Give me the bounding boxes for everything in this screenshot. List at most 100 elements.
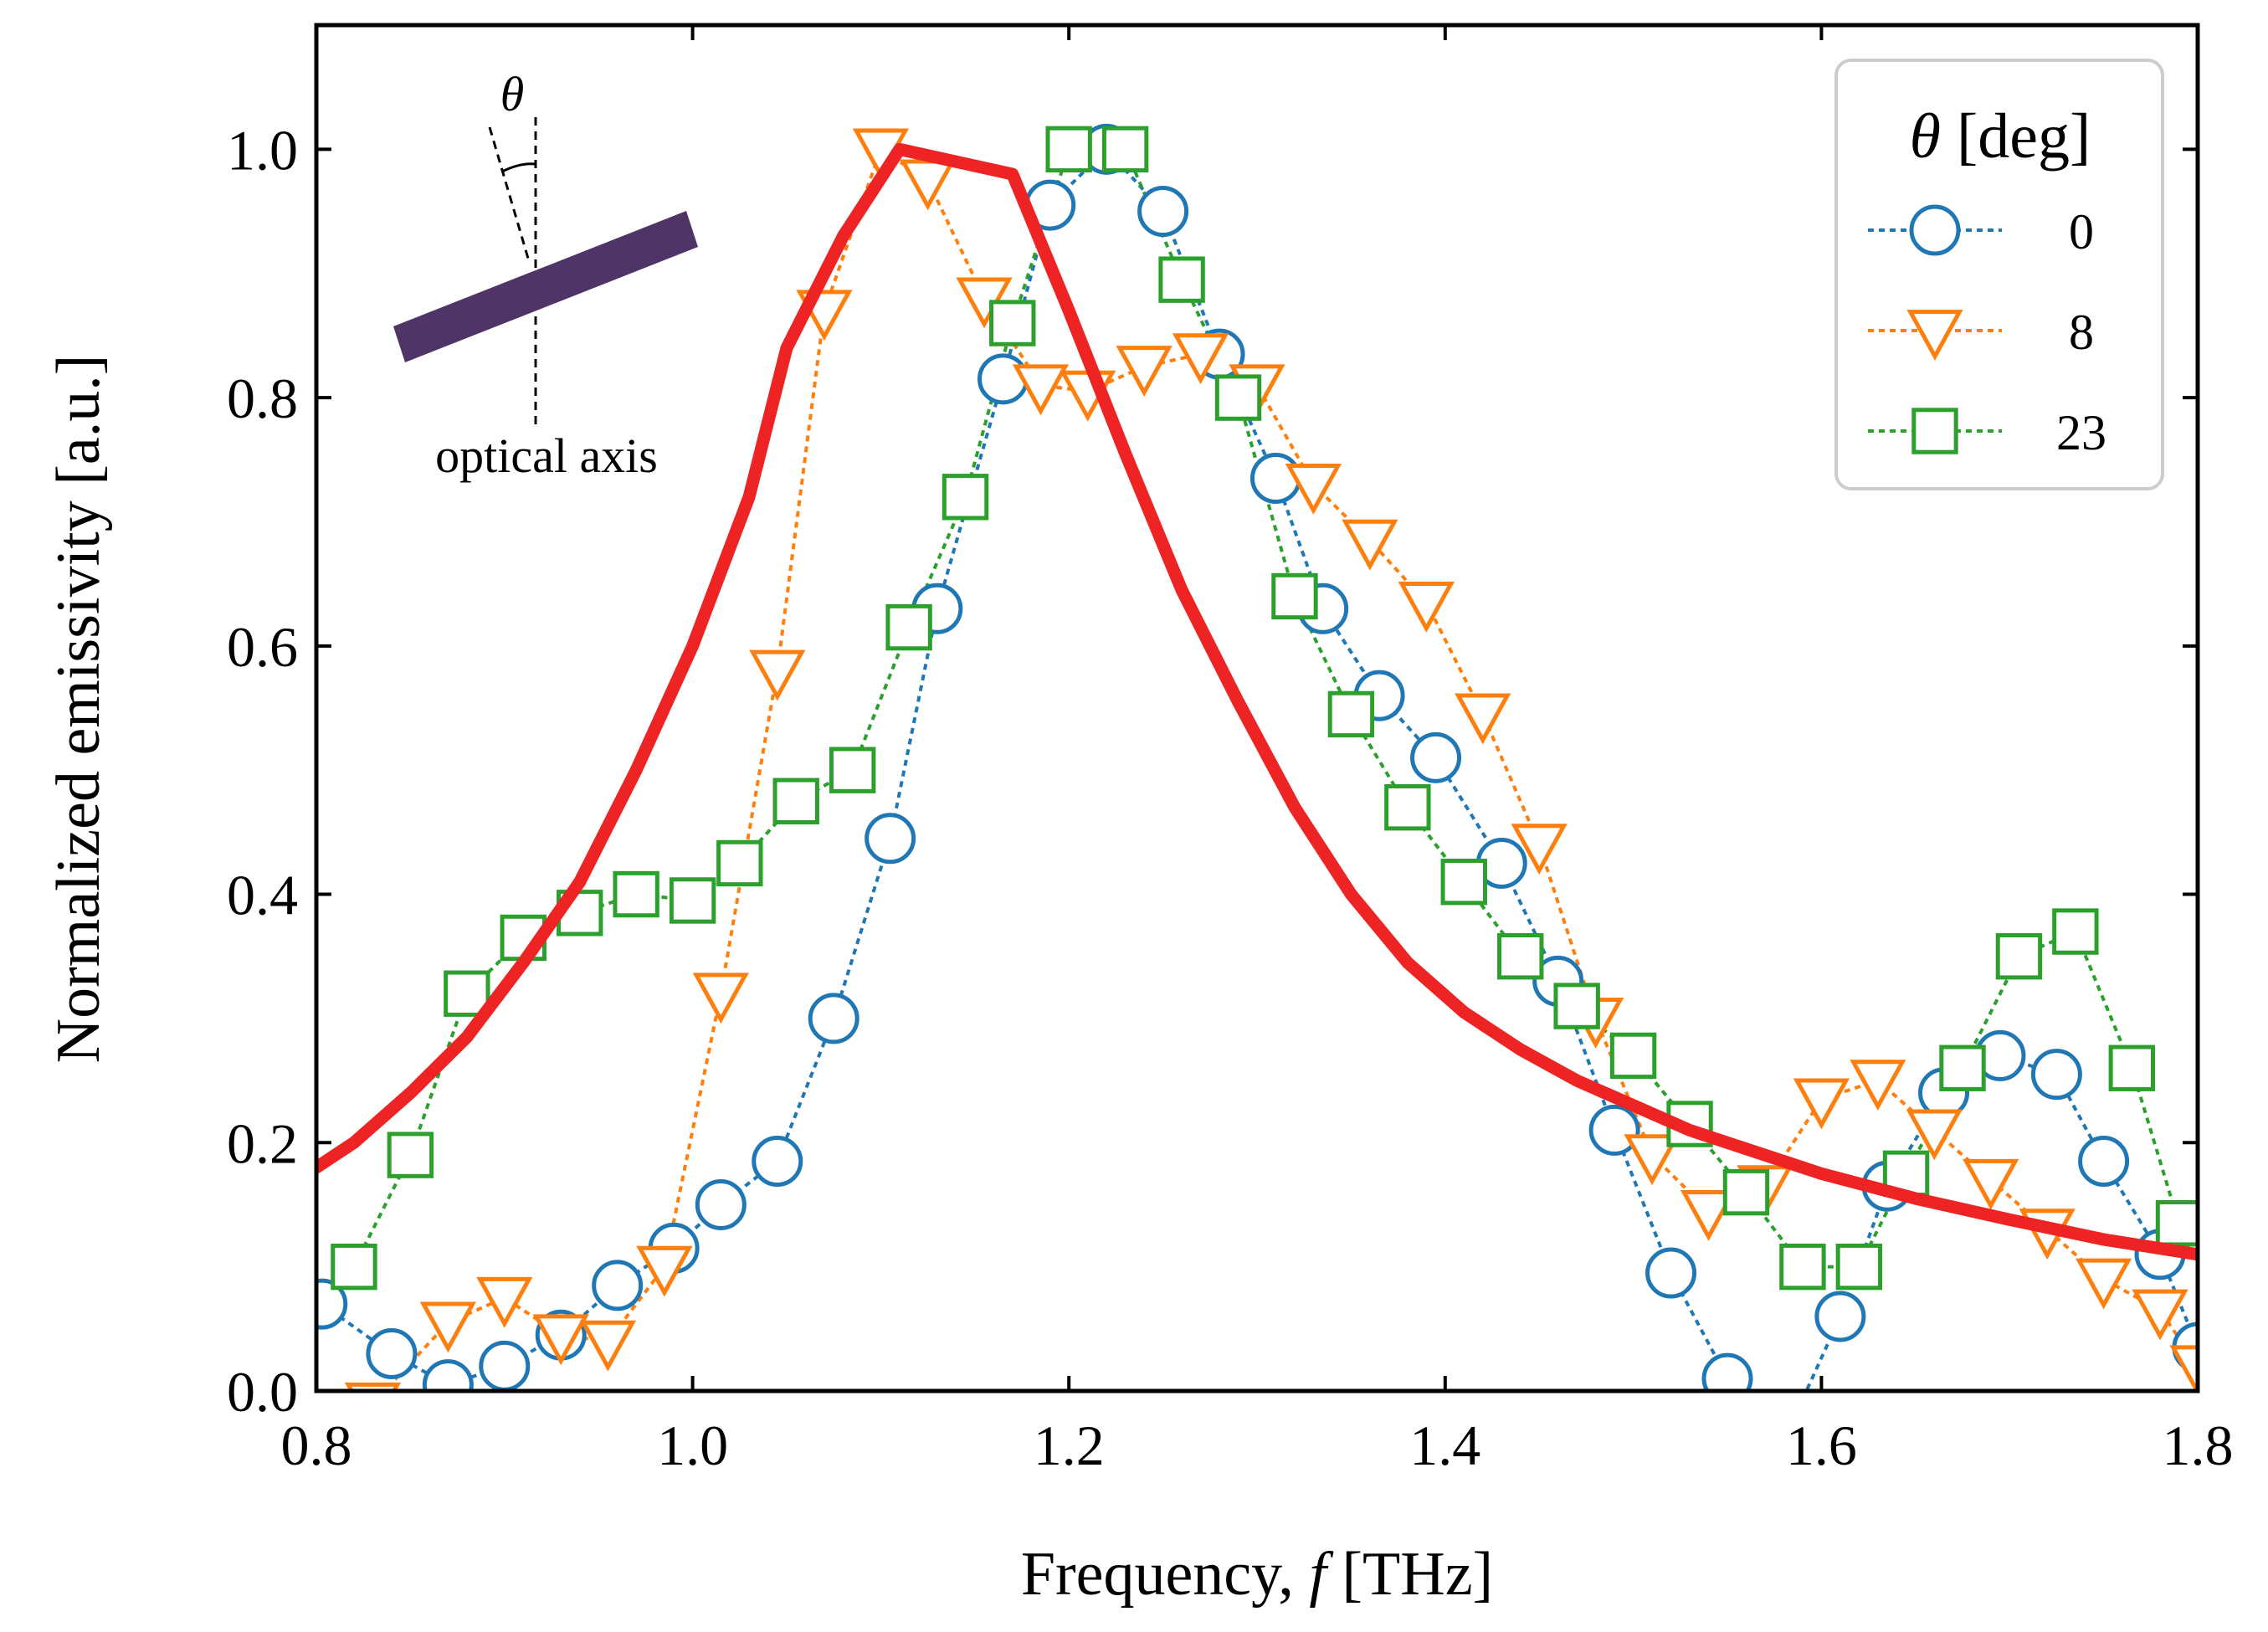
- y-tick-label: 0.2: [227, 1111, 298, 1175]
- x-axis-label: Frequency, f [THz]: [1021, 1540, 1493, 1609]
- legend-label: 0: [2069, 204, 2094, 259]
- series-8-point: [1511, 824, 1568, 875]
- ticks-layer: 0.8 1.0 1.2 1.4 1.6 1.8 0.0 0.2 0.4 0.6 0.8 1.0: [227, 25, 2234, 1477]
- legend-entry-0: 0: [1868, 204, 2094, 259]
- series-0-point: [977, 353, 1029, 405]
- inset-tilted-normal-line: [488, 126, 531, 262]
- series-23-point: [829, 747, 876, 793]
- y-tick-label: 0.0: [227, 1360, 298, 1424]
- legend-marker: [1906, 310, 1963, 361]
- series-8-point: [476, 1276, 533, 1328]
- legend-title: θ [deg]: [1910, 101, 2091, 172]
- series-8-point: [2075, 1258, 2132, 1310]
- series-23-point: [613, 870, 659, 918]
- series-8-markers: [344, 128, 2198, 1391]
- series-8-point: [2132, 1289, 2188, 1341]
- series-0-point: [695, 1178, 747, 1230]
- series-23-point: [1722, 1168, 1770, 1216]
- series-0-point: [808, 993, 859, 1044]
- x-tick-label: 1.8: [2163, 1414, 2234, 1477]
- series-0-point: [865, 813, 916, 865]
- series-0-point: [1814, 1291, 1866, 1342]
- series-clip-group: [316, 123, 2198, 1391]
- series-8-point: [1342, 519, 1398, 571]
- series-23-point: [1779, 1243, 1826, 1291]
- series-0-point: [1249, 453, 1301, 505]
- plot-frame: [314, 23, 2200, 1393]
- series-0-point: [592, 1260, 644, 1311]
- legend-marker: [1909, 204, 1961, 256]
- series-23-point: [989, 300, 1036, 346]
- x-tick-label: 1.0: [657, 1414, 728, 1477]
- series-8-point: [1398, 581, 1455, 633]
- legend-entry-23: 23: [1868, 405, 2106, 460]
- series-23-point: [716, 839, 763, 887]
- series-model-line: [316, 142, 2198, 1261]
- series-23-point: [1327, 690, 1375, 738]
- legend-title-unit: [deg]: [1941, 101, 2091, 172]
- series-23-point: [1101, 126, 1149, 173]
- inset-schematic: θ optical axis: [393, 67, 698, 483]
- series-8-point: [1906, 1109, 1963, 1161]
- series-0-point: [1410, 731, 1462, 783]
- series-8-point: [1012, 364, 1070, 416]
- legend-label: 23: [2056, 405, 2106, 460]
- x-tick-label: 1.2: [1034, 1414, 1105, 1477]
- series-23-point: [669, 877, 716, 924]
- y-tick-label: 0.8: [227, 367, 298, 430]
- y-tick-label: 0.4: [227, 864, 298, 927]
- legend: θ [deg] 0 8 23: [1834, 59, 2164, 490]
- series-23-point: [1553, 983, 1600, 1029]
- series-23-point: [1214, 374, 1262, 421]
- series-0-point: [422, 1359, 474, 1391]
- series-23-point: [1609, 1032, 1657, 1080]
- series-8-point: [749, 649, 806, 701]
- series-23-point: [2052, 908, 2099, 955]
- series-0-point: [1588, 1104, 1640, 1156]
- x-tick-label: 1.4: [1409, 1414, 1480, 1477]
- series-23-point: [885, 603, 932, 651]
- legend-entry-8: 8: [1868, 305, 2094, 361]
- series-0-markers: [316, 123, 2198, 1391]
- series-23-point: [444, 970, 490, 1017]
- series-23-markers: [331, 126, 2198, 1291]
- series-23-point: [331, 1243, 377, 1291]
- series-23-point: [1939, 1044, 1986, 1091]
- legend-entries: 0 8 23: [1868, 204, 2106, 460]
- series-0-point: [1701, 1352, 1753, 1391]
- series-8-point: [1680, 1189, 1737, 1241]
- series-8-point: [1850, 1060, 1906, 1111]
- series-8-point: [636, 1245, 693, 1297]
- series-23-point: [1045, 126, 1092, 173]
- inset-sample-bar: [393, 211, 698, 362]
- series-8-point: [579, 1320, 637, 1372]
- series-0-point: [752, 1136, 803, 1188]
- series-8-point: [1624, 1134, 1680, 1186]
- series-0-point: [316, 1278, 348, 1330]
- y-tick-label: 1.0: [227, 118, 298, 182]
- legend-label: 8: [2069, 305, 2094, 360]
- x-axis-label-prefix: Frequency,: [1021, 1540, 1310, 1609]
- legend-title-variable: θ: [1910, 101, 1941, 172]
- series-23-point: [1158, 256, 1205, 303]
- legend-marker: [1911, 408, 1958, 454]
- series-8-point: [532, 1314, 589, 1366]
- inset-angle-arc: [501, 162, 536, 173]
- series-0-point: [479, 1340, 531, 1391]
- x-axis-label-unit: [THz]: [1326, 1540, 1493, 1609]
- series-8-point: [1455, 693, 1511, 745]
- series-23-point: [2108, 1044, 2156, 1091]
- series-8-point: [1285, 464, 1342, 515]
- series-8-line: [382, 146, 2198, 1391]
- y-axis-label: Normalized emissivity [a.u.]: [44, 355, 113, 1064]
- series-8-point: [1793, 1078, 1850, 1130]
- series-8: [382, 146, 2198, 1391]
- series-23-point: [942, 474, 989, 521]
- series-23-point: [772, 778, 819, 824]
- series-layer: [316, 123, 2198, 1391]
- series-8-point: [1963, 1158, 2019, 1210]
- series-23-point: [1497, 933, 1544, 980]
- series-23-point: [1271, 572, 1318, 620]
- series-23-point: [1384, 783, 1431, 831]
- series-0-point: [366, 1327, 418, 1379]
